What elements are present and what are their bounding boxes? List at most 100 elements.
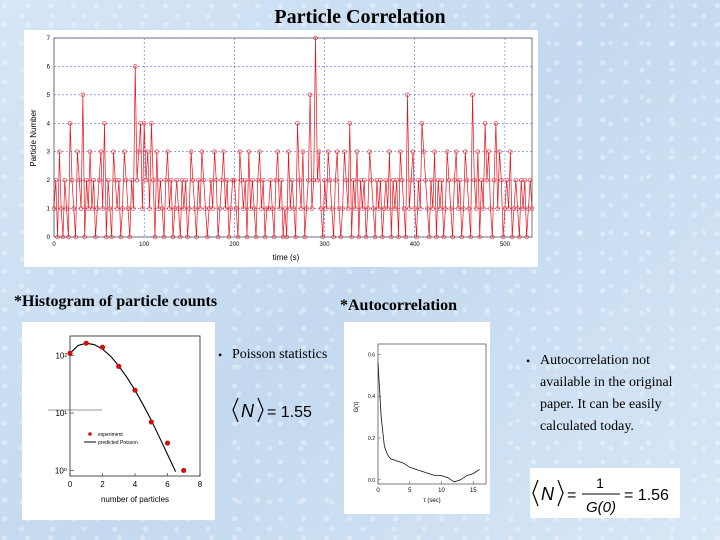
ts-data-point (270, 206, 275, 211)
ts-data-point (387, 149, 392, 154)
ts-data-point (504, 177, 509, 183)
ts-data-point (457, 177, 463, 183)
ts-data-point (104, 234, 109, 240)
ts-data-point (102, 121, 107, 126)
ac-y-tick-label: 0.4 (368, 394, 375, 400)
ts-data-point (75, 149, 80, 154)
ts-data-point (452, 177, 457, 183)
ts-data-point (513, 177, 518, 183)
hist-data-point (181, 467, 187, 474)
ts-data-point (385, 206, 390, 211)
ts-data-point (473, 206, 479, 211)
ts-data-point (271, 234, 277, 240)
ts-data-point (64, 206, 69, 211)
histogram-x-label: number of particles (101, 495, 169, 504)
ts-data-point (68, 121, 73, 126)
ts-data-point (253, 234, 259, 240)
ts-data-point (508, 149, 513, 154)
ts-data-point (524, 234, 529, 240)
ts-data-point (235, 234, 241, 240)
poisson-bullet: • Poisson statistics (218, 344, 328, 366)
ts-data-point (232, 177, 237, 183)
ts-data-point (481, 206, 486, 211)
autocorrelation-curve (377, 362, 480, 483)
legend-poisson-label: predicted Poisson (98, 440, 138, 446)
ts-data-point (445, 149, 450, 154)
ts-data-point (392, 206, 398, 211)
ts-data-point (331, 234, 336, 240)
ts-data-point (506, 206, 511, 211)
ts-data-point (165, 149, 170, 154)
ts-data-point (428, 177, 434, 183)
poisson-bullet-text: Poisson statistics (232, 347, 328, 362)
ts-data-point (529, 206, 535, 211)
ts-data-point (214, 177, 219, 183)
ac-y-tick-label: 0.6 (368, 352, 375, 358)
ts-data-point (224, 177, 230, 183)
autocorrelation-chart: 0 5 10 15 0.0 0.2 0.4 0.6 τ (sec) G(τ) (354, 343, 487, 504)
ts-data-point (286, 149, 291, 154)
mean-formula-1: N = 1.55 (230, 392, 320, 428)
ts-data-point (205, 234, 210, 240)
angle-bracket-right (557, 479, 564, 507)
ts-data-point (522, 177, 527, 183)
ts-data-point (169, 177, 174, 183)
legend-experiment-marker (88, 432, 92, 436)
ts-data-point (259, 206, 264, 211)
ts-data-point (262, 234, 268, 240)
ac-x-tick-label: 5 (408, 488, 412, 494)
ts-data-point (161, 234, 167, 240)
ac-y-tick-label: 0.0 (368, 478, 375, 484)
ts-data-point (333, 177, 338, 183)
ts-data-point (233, 206, 239, 211)
hist-x-tick-label: 6 (165, 480, 170, 489)
ts-data-point (55, 234, 60, 240)
ts-data-point (66, 234, 71, 240)
ts-y-tick-label: 3 (47, 150, 51, 156)
ts-data-point (484, 177, 490, 183)
ts-data-point (401, 206, 407, 211)
ts-data-point (185, 234, 190, 240)
ts-data-point (87, 149, 93, 154)
ts-data-point (291, 206, 297, 211)
ts-data-point (295, 121, 300, 126)
ts-data-point (302, 234, 307, 240)
ts-data-point (399, 177, 405, 183)
ts-data-point (210, 206, 215, 211)
hist-x-tick-label: 4 (133, 480, 138, 489)
ts-data-point (69, 177, 75, 183)
ts-data-point (315, 177, 320, 183)
ts-data-point (250, 177, 255, 183)
ts-data-point (181, 206, 187, 211)
autocorrelation-bullet-text: Autocorrelation not available in the ori… (540, 353, 673, 434)
ts-data-point (353, 206, 358, 211)
ts-data-point (125, 206, 131, 211)
ts-data-point (241, 206, 246, 211)
ts-data-point (468, 234, 473, 240)
ts-data-point (455, 206, 461, 211)
ts-data-point (252, 206, 257, 211)
ts-data-point (277, 206, 282, 211)
ts-data-point (367, 149, 372, 154)
ts-data-point (378, 177, 383, 183)
timeseries-plot-frame (53, 37, 533, 238)
ts-data-point (151, 177, 156, 183)
ts-data-point (208, 177, 214, 183)
ts-data-point (279, 177, 284, 183)
ts-data-point (145, 149, 150, 154)
ts-data-point (78, 206, 84, 211)
legend-experiment-label: experiment (98, 432, 123, 438)
ts-data-point (176, 206, 181, 211)
ts-data-point (389, 234, 394, 240)
ts-data-point (472, 177, 477, 183)
ts-data-point (136, 149, 141, 154)
ts-data-point (96, 177, 102, 183)
angle-bracket-left (532, 479, 539, 507)
ts-data-point (143, 177, 149, 183)
ts-data-point (477, 234, 482, 240)
ts-data-point (475, 149, 481, 154)
ts-data-point (174, 177, 179, 183)
ts-data-point (243, 177, 248, 183)
ts-data-point (199, 149, 205, 154)
ts-data-point (349, 234, 354, 240)
